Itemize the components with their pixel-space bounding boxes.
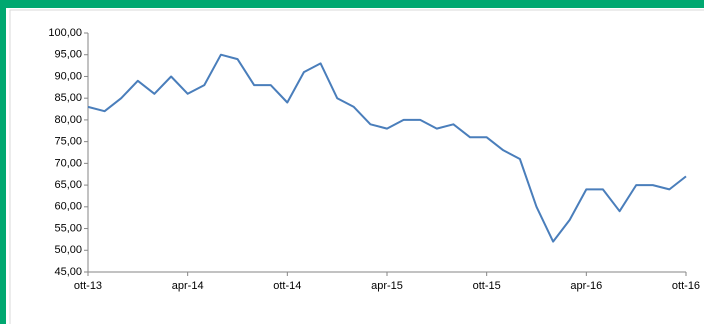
y-tick-label: 80,00 [54,114,82,126]
x-tick-label: apr-14 [172,280,204,292]
y-tick-label: 90,00 [54,70,82,82]
x-tick-label: ott-13 [74,280,102,292]
x-tick-label: ott-15 [473,280,501,292]
y-tick-label: 95,00 [54,49,82,61]
y-tick-label: 75,00 [54,136,82,148]
plot-border [9,9,704,324]
y-tick-label: 55,00 [54,222,82,234]
x-tick-label: ott-16 [672,280,700,292]
y-tick-label: 45,00 [54,266,82,278]
y-tick-label: 100,00 [48,27,82,39]
y-tick-label: 65,00 [54,179,82,191]
y-tick-label: 60,00 [54,201,82,213]
y-tick-label: 85,00 [54,92,82,104]
x-tick-label: apr-16 [570,280,602,292]
panel: 45,00 50,00 55,00 60,00 65,00 70,00 75,00 80,00… [6,8,704,324]
x-tick-label: apr-15 [371,280,403,292]
y-tick-label: 50,00 [54,244,82,256]
x-tick-label: ott-14 [273,280,301,292]
y-tick-label: 70,00 [54,157,82,169]
chart: 45,00 50,00 55,00 60,00 65,00 70,00 75,00 80,00… [9,9,704,324]
line-series [87,53,687,243]
